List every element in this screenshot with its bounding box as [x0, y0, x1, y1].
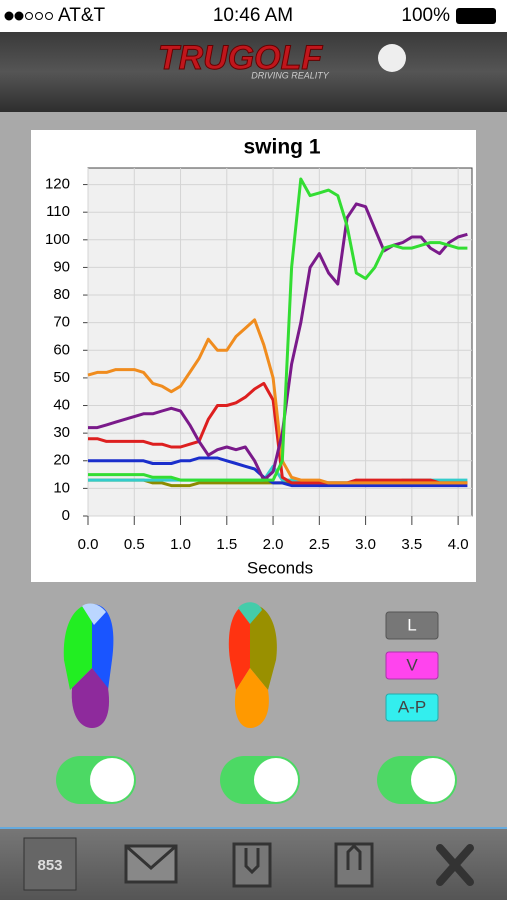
toggle-middle[interactable]	[220, 756, 300, 804]
y-tick-label: 100	[45, 231, 70, 248]
y-tick-label: 10	[53, 479, 70, 496]
left-foot	[63, 603, 114, 728]
toggle-left[interactable]	[56, 756, 136, 804]
y-tick-label: 30	[53, 424, 70, 441]
tagline: DRIVING REALITY	[251, 70, 330, 80]
y-tick-label: 120	[45, 176, 70, 193]
ap-button[interactable]	[385, 693, 439, 722]
carrier: AT&T	[58, 5, 106, 26]
x-tick-label: 4.0	[448, 536, 469, 553]
series-line	[88, 202, 468, 482]
y-tick-label: 80	[53, 286, 70, 303]
golf-ball	[378, 44, 406, 72]
series-line	[88, 177, 468, 482]
header	[0, 32, 507, 112]
status-bar	[0, 0, 507, 32]
toggle-right[interactable]	[377, 756, 457, 804]
x-tick-label: 1.5	[216, 536, 237, 553]
x-tick-label: 1.0	[170, 536, 191, 553]
ap-button-label: A-P	[398, 697, 426, 716]
chart: 0 10 20 30 40 50 60 70 80 90 100 110 120 0.0 0.5 1.0 1.5…	[45, 168, 472, 553]
series-line	[88, 456, 468, 488]
save-button[interactable]	[232, 842, 272, 888]
clock: 10:46 AM	[213, 5, 293, 26]
y-tick-label: 90	[53, 258, 70, 275]
x-tick-label: 2.5	[309, 536, 330, 553]
x-tick-label: 2.0	[263, 536, 284, 553]
battery-icon	[456, 8, 496, 24]
l-button[interactable]	[385, 611, 439, 640]
y-tick-label: 40	[53, 396, 70, 413]
series-line	[88, 381, 468, 485]
x-tick-label: 3.0	[355, 536, 376, 553]
counter-button[interactable]: 853	[23, 837, 77, 891]
close-button[interactable]	[436, 844, 474, 886]
load-button[interactable]	[334, 842, 374, 888]
logo: TRUGOLF	[158, 39, 324, 77]
chart-title: swing 1	[243, 136, 320, 159]
v-button-label: V	[406, 655, 418, 674]
x-axis-label: Seconds	[247, 558, 313, 577]
signal	[4, 11, 53, 21]
battery-level: 100%	[401, 5, 450, 26]
v-button[interactable]	[385, 651, 439, 680]
y-tick-label: 20	[53, 452, 70, 469]
x-tick-label: 0.5	[124, 536, 145, 553]
y-tick-label: 50	[53, 369, 70, 386]
y-tick-label: 70	[53, 314, 70, 331]
y-tick-label: 60	[53, 341, 70, 358]
y-tick-label: 110	[46, 203, 70, 220]
l-button-label: L	[407, 615, 416, 634]
x-tick-label: 3.5	[401, 536, 422, 553]
y-tick-label: 0	[62, 507, 70, 524]
mail-button[interactable]	[124, 844, 178, 884]
x-tick-label: 0.0	[78, 536, 99, 553]
series-line	[87, 318, 468, 485]
counter: 853	[37, 857, 62, 874]
right-foot	[228, 602, 277, 728]
